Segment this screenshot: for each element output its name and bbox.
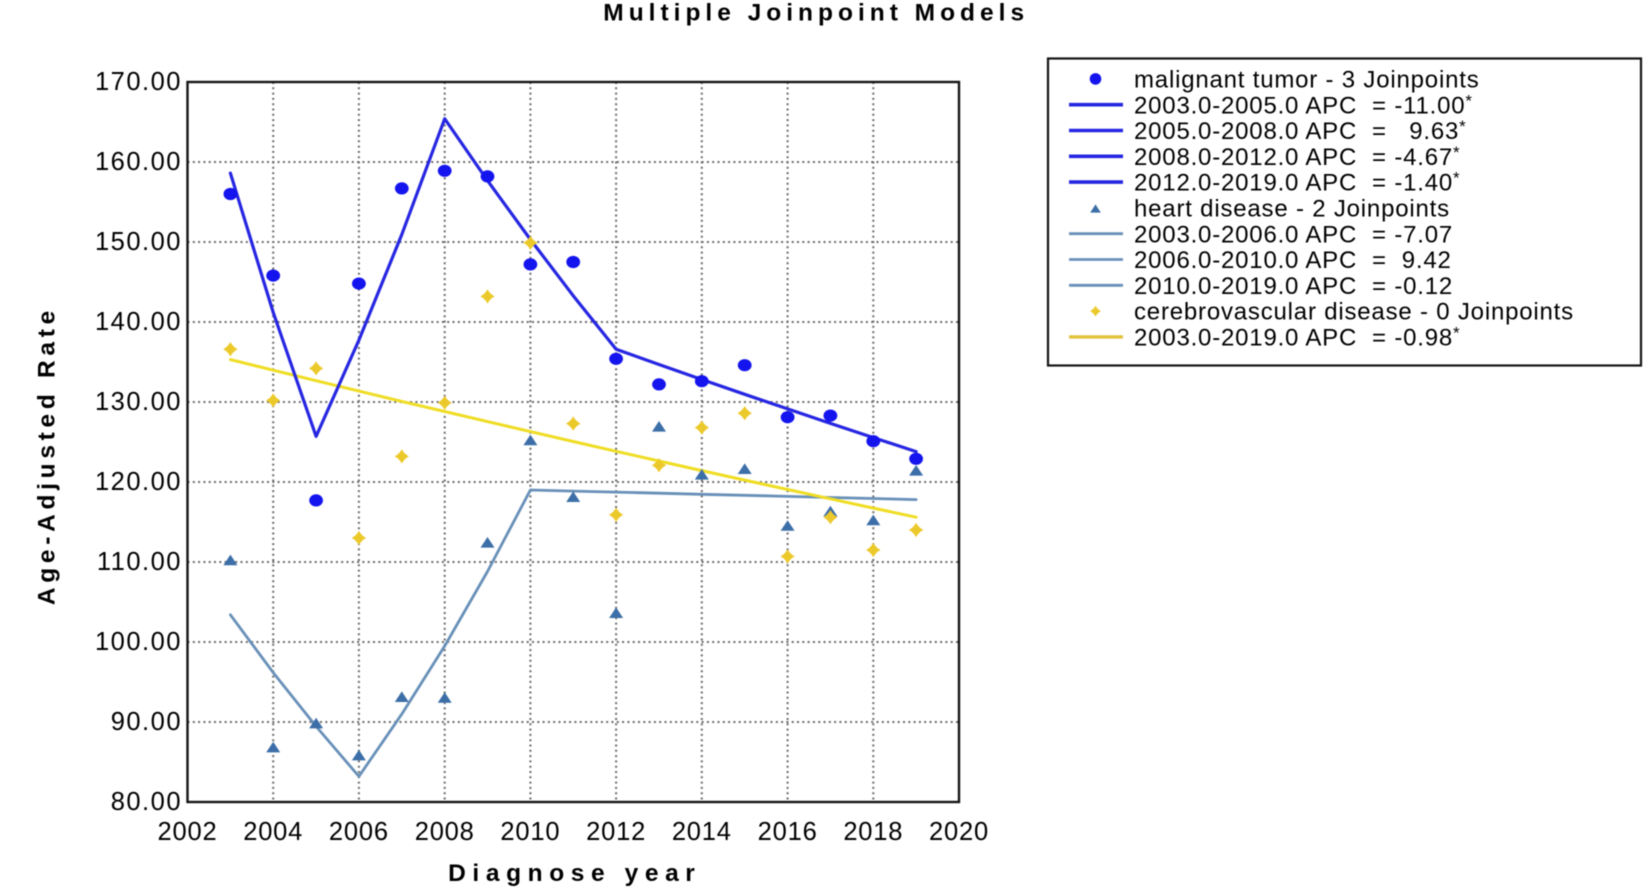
svg-text:2008: 2008	[415, 818, 475, 846]
svg-text:2018: 2018	[843, 818, 903, 846]
svg-text:heart disease - 2 Joinpoints: heart disease - 2 Joinpoints	[1134, 196, 1450, 223]
svg-text:2010.0-2019.0 APC = -0.12: 2010.0-2019.0 APC = -0.12	[1134, 273, 1453, 300]
svg-text:2012.0-2019.0 APC = -1.40*: 2012.0-2019.0 APC = -1.40*	[1134, 169, 1460, 197]
svg-text:2008.0-2012.0 APC = -4.67*: 2008.0-2012.0 APC = -4.67*	[1134, 143, 1460, 171]
svg-text:2003.0-2005.0 APC = -11.00*: 2003.0-2005.0 APC = -11.00*	[1134, 91, 1473, 119]
svg-text:2003.0-2006.0 APC = -7.07: 2003.0-2006.0 APC = -7.07	[1134, 221, 1453, 248]
svg-text:cerebrovascular disease - 0 Jo: cerebrovascular disease - 0 Joinpoints	[1134, 299, 1574, 326]
svg-text:2003.0-2019.0 APC = -0.98*: 2003.0-2019.0 APC = -0.98*	[1134, 324, 1460, 352]
svg-text:Diagnose year: Diagnose year	[448, 860, 701, 887]
svg-text:140.00: 140.00	[95, 308, 182, 336]
svg-text:170.00: 170.00	[95, 68, 182, 96]
svg-text:2016: 2016	[758, 818, 818, 846]
svg-text:2005.0-2008.0 APC = 9.63*: 2005.0-2008.0 APC = 9.63*	[1134, 117, 1467, 145]
svg-text:2020: 2020	[929, 818, 989, 846]
svg-text:2006: 2006	[329, 818, 389, 846]
svg-text:2014: 2014	[672, 818, 732, 846]
svg-text:160.00: 160.00	[95, 148, 182, 176]
svg-text:110.00: 110.00	[97, 548, 182, 576]
svg-text:2002: 2002	[158, 818, 218, 846]
svg-text:80.00: 80.00	[111, 788, 182, 816]
svg-text:100.00: 100.00	[95, 628, 182, 656]
svg-text:Age-Adjusted Rate: Age-Adjusted Rate	[34, 306, 61, 605]
svg-text:2004: 2004	[243, 818, 303, 846]
svg-text:120.00: 120.00	[95, 468, 182, 496]
svg-text:malignant tumor - 3 Joinpoints: malignant tumor - 3 Joinpoints	[1134, 67, 1480, 94]
svg-text:90.00: 90.00	[111, 708, 182, 736]
svg-text:130.00: 130.00	[95, 388, 182, 416]
svg-text:2010: 2010	[500, 818, 560, 846]
svg-text:Multiple Joinpoint Models: Multiple Joinpoint Models	[603, 0, 1029, 27]
svg-text:2006.0-2010.0 APC = 9.42: 2006.0-2010.0 APC = 9.42	[1134, 247, 1452, 274]
svg-text:2012: 2012	[586, 818, 646, 846]
svg-text:150.00: 150.00	[95, 228, 182, 256]
